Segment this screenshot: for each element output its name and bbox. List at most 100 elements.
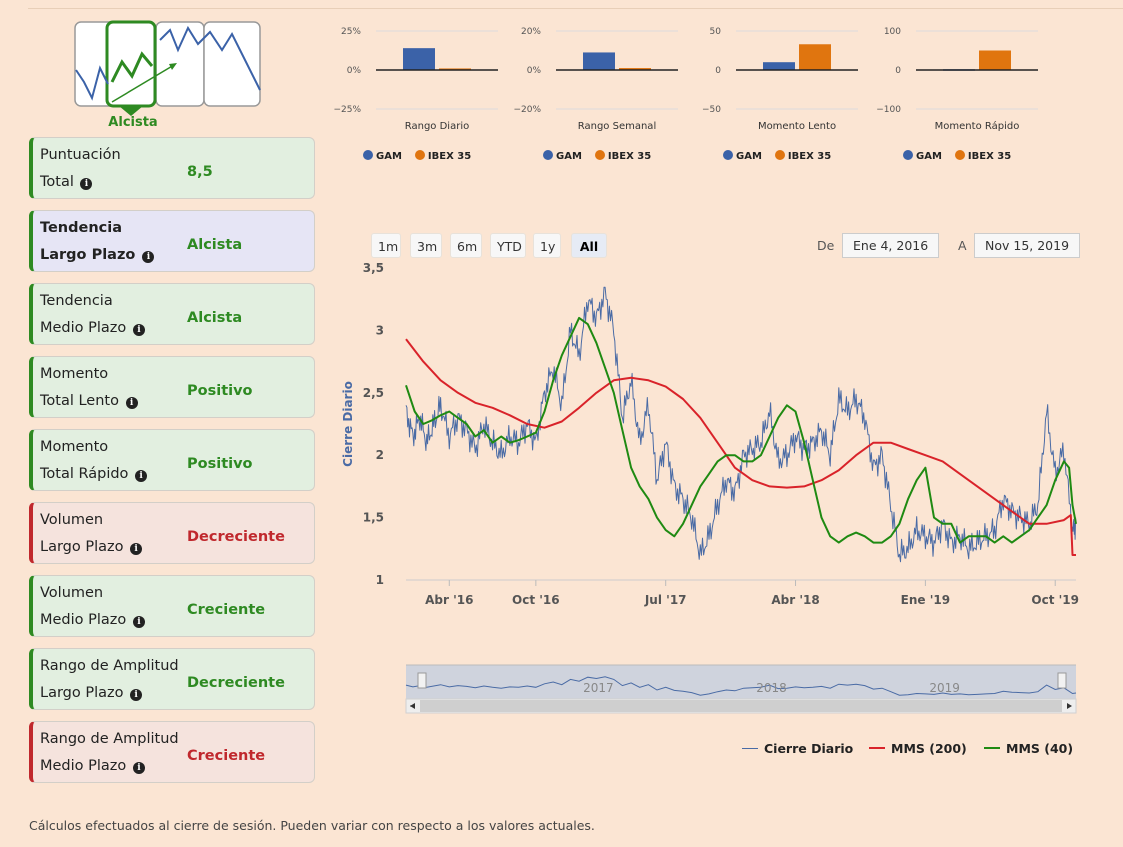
to-label: A (958, 238, 967, 253)
info-icon[interactable]: i (130, 543, 143, 555)
legend-ibex[interactable]: IBEX 35 (414, 150, 471, 162)
card-title: Rango de Amplitud (40, 731, 179, 747)
card-title: Tendencia (40, 293, 113, 309)
card-subtitle-text: Total (40, 174, 74, 190)
legend-ibex[interactable]: IBEX 35 (594, 150, 651, 162)
legend-mms200[interactable]: MMS (200) (869, 741, 967, 756)
range-button[interactable]: 1y (533, 233, 561, 258)
legend-close[interactable]: Cierre Diario (742, 741, 853, 756)
info-icon[interactable]: i (130, 689, 143, 701)
x-tick-label: Abr '16 (425, 593, 473, 607)
y-tick-label: 2 (376, 448, 384, 462)
tick-label: 0 (715, 66, 721, 76)
card-subtitle: Largo Plazo i (40, 247, 155, 263)
legend-dot (954, 150, 965, 160)
tick-label: 0% (527, 66, 542, 76)
series-cierre-diario[interactable] (405, 286, 1077, 563)
card-title: Volumen (40, 585, 104, 601)
info-icon[interactable]: i (132, 762, 145, 774)
score-card: Tendencia Medio Plazo i Alcista (29, 283, 315, 345)
legend-ibex-label: IBEX 35 (967, 151, 1012, 162)
card-title: Momento (40, 366, 109, 382)
navigator-series (405, 676, 1077, 696)
score-card: Volumen Largo Plazo i Decreciente (29, 502, 315, 564)
y-axis-title: Cierre Diario (341, 381, 355, 467)
score-card: Puntuación Total i 8,5 (29, 137, 315, 199)
card-value: Alcista (187, 237, 243, 253)
series-mms-200[interactable] (405, 338, 1076, 556)
top-divider (28, 8, 1123, 9)
navigator-tick-label: 2017 (583, 681, 614, 695)
scroll-left-icon[interactable] (410, 703, 415, 709)
y-tick-label: 3,5 (363, 261, 384, 275)
legend-mms40-swatch (984, 747, 1000, 749)
legend-dot (594, 150, 605, 160)
score-card: Rango de Amplitud Medio Plazo i Creciente (29, 721, 315, 783)
range-button[interactable]: 3m (410, 233, 442, 258)
legend-gam-label: GAM (916, 151, 942, 162)
card-title: Volumen (40, 512, 104, 528)
card-subtitle: Largo Plazo i (40, 539, 143, 555)
score-card: Momento Total Rápido i Positivo (29, 429, 315, 491)
mini-chart-2: 20% 0% −20% Rango Semanal (513, 27, 678, 132)
card-value: Positivo (187, 383, 253, 399)
mini-chart-3: 50 0 −50 Momento Lento (702, 27, 858, 132)
legend-dot (903, 150, 913, 160)
mini-chart-1: 25% 0% −25% Rango Diario (333, 27, 498, 132)
bar-gam[interactable] (403, 48, 435, 70)
info-icon[interactable]: i (142, 251, 155, 263)
legend-dot (363, 150, 373, 160)
range-button[interactable]: 6m (450, 233, 482, 258)
x-tick-label: Abr '18 (771, 593, 819, 607)
bar-ibex[interactable] (439, 68, 471, 70)
scroll-right-icon[interactable] (1067, 703, 1072, 709)
tick-label: 50 (710, 27, 722, 37)
legend-mms200-swatch (869, 747, 885, 749)
bar-gam[interactable] (583, 52, 615, 70)
y-tick-label: 1 (376, 573, 384, 587)
info-icon[interactable]: i (132, 324, 145, 336)
bar-ibex[interactable] (799, 44, 831, 70)
info-icon[interactable]: i (135, 470, 148, 482)
info-icon[interactable]: i (80, 178, 93, 190)
navigator-window[interactable] (406, 665, 1076, 705)
navigator-handle-right[interactable] (1057, 672, 1067, 689)
bar-ibex[interactable] (619, 68, 651, 70)
card-subtitle: Total Lento i (40, 393, 138, 409)
card-value: Creciente (187, 748, 266, 764)
series-mms-40[interactable] (405, 316, 1077, 544)
legend-gam[interactable]: GAM (543, 150, 582, 162)
range-button[interactable]: 1m (371, 233, 401, 258)
bar-gam[interactable] (763, 62, 795, 70)
range-button[interactable]: YTD (490, 233, 526, 258)
mini-chart-title: Rango Semanal (578, 121, 656, 132)
legend-ibex[interactable]: IBEX 35 (954, 150, 1012, 162)
legend-gam[interactable]: GAM (903, 150, 942, 162)
legend-dot (723, 150, 733, 160)
navigator-tick-label: 2019 (929, 681, 960, 695)
legend-gam[interactable]: GAM (363, 150, 402, 162)
navigator-handle-left[interactable] (417, 672, 427, 689)
card-subtitle-text: Total Lento (40, 393, 119, 409)
card-value: Positivo (187, 456, 253, 472)
legend-gam[interactable]: GAM (723, 150, 762, 162)
from-date-input[interactable]: Ene 4, 2016 (842, 233, 940, 258)
range-button[interactable]: All (571, 233, 607, 258)
tick-label: 0% (347, 66, 362, 76)
tick-label: 20% (521, 27, 541, 37)
bar-ibex[interactable] (979, 50, 1011, 71)
to-date-input[interactable]: Nov 15, 2019 (974, 233, 1081, 258)
legend-mms40[interactable]: MMS (40) (984, 741, 1073, 756)
mini-chart-title: Momento Rápido (935, 120, 1020, 132)
info-icon[interactable]: i (125, 397, 138, 409)
legend-ibex[interactable]: IBEX 35 (774, 150, 831, 162)
card-subtitle-text: Medio Plazo (40, 320, 127, 336)
tick-label: 100 (884, 27, 901, 37)
price-chart: 1 1,5 2 2,5 3 3,5 Cierre Diario Abr '16 Oct '16 J… (341, 261, 1079, 714)
info-icon[interactable]: i (132, 616, 145, 628)
scrollbar-thumb[interactable] (420, 700, 1062, 712)
mini-chart-4: 100 0 −100 Momento Rápido (876, 27, 1038, 132)
x-tick-label: Ene '19 (901, 593, 950, 607)
card-subtitle: Medio Plazo i (40, 320, 145, 336)
x-tick-label: Jul '17 (644, 593, 687, 607)
